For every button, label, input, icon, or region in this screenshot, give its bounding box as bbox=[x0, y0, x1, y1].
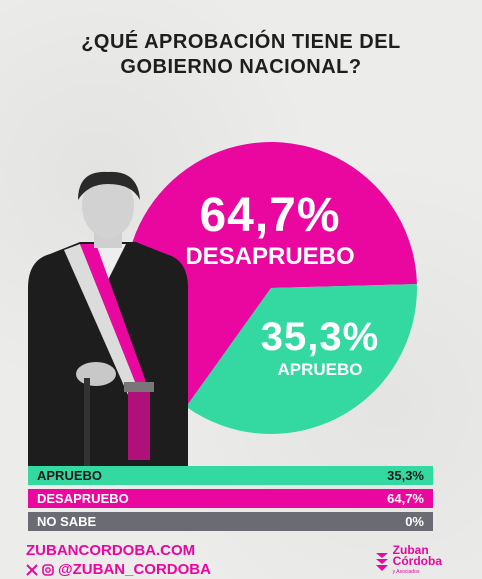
apruebo-percent: 35,3% bbox=[260, 315, 380, 359]
title-line-2: GOBIERNO NACIONAL? bbox=[120, 56, 362, 78]
row-value: 0% bbox=[405, 514, 424, 529]
page-title: ¿QUÉ APROBACIÓN TIENE DEL GOBIERNO NACIO… bbox=[0, 30, 482, 80]
apruebo-label: 35,3% APRUEBO bbox=[235, 315, 405, 380]
row-label: DESAPRUEBO bbox=[37, 491, 129, 506]
table-row: APRUEBO 35,3% bbox=[28, 466, 433, 485]
brand-logo: Zuban Córdoba y Asociados bbox=[374, 543, 442, 578]
desapruebo-text: DESAPRUEBO bbox=[185, 243, 355, 270]
brand-mark-icon bbox=[375, 552, 388, 571]
table-row: DESAPRUEBO 64,7% bbox=[28, 489, 433, 508]
footer: ZUBANCORDOBA.COM @ZUBAN_CORDOBA bbox=[26, 542, 211, 578]
pie-slice-desapruebo bbox=[125, 142, 417, 407]
row-label: APRUEBO bbox=[37, 468, 103, 483]
row-label: NO SABE bbox=[37, 514, 97, 529]
table-row: NO SABE 0% bbox=[28, 512, 433, 531]
brand-line-2: Córdoba bbox=[392, 554, 442, 568]
social-handle[interactable]: @ZUBAN_CORDOBA bbox=[58, 561, 211, 578]
president-photo bbox=[28, 171, 188, 468]
instagram-icon[interactable] bbox=[42, 563, 54, 576]
brand-line-1: Zuban bbox=[392, 543, 429, 557]
title-line-1: ¿QUÉ APROBACIÓN TIENE DEL bbox=[81, 31, 401, 53]
apruebo-text: APRUEBO bbox=[277, 360, 363, 379]
desapruebo-percent: 64,7% bbox=[199, 189, 341, 242]
desapruebo-label: 64,7% DESAPRUEBO bbox=[170, 188, 370, 271]
results-table: APRUEBO 35,3% DESAPRUEBO 64,7% NO SABE 0… bbox=[28, 466, 433, 535]
pie-slice-apruebo bbox=[186, 284, 418, 435]
row-value: 64,7% bbox=[387, 491, 424, 506]
brand-line-3: y Asociados bbox=[392, 569, 420, 575]
website-link[interactable]: ZUBANCORDOBA.COM bbox=[26, 542, 196, 559]
x-icon[interactable] bbox=[26, 563, 38, 576]
row-value: 35,3% bbox=[387, 468, 424, 483]
